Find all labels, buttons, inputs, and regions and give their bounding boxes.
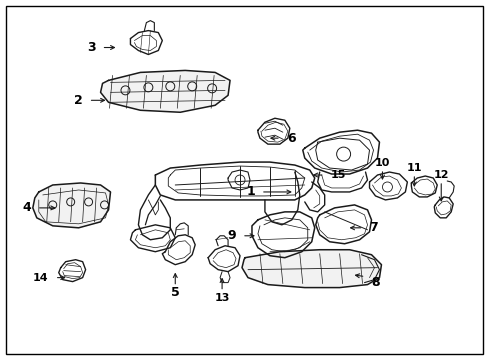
- Text: 7: 7: [369, 221, 378, 234]
- Polygon shape: [155, 162, 314, 200]
- Text: 13: 13: [214, 293, 229, 302]
- Polygon shape: [101, 71, 229, 112]
- Text: 9: 9: [227, 229, 236, 242]
- Polygon shape: [227, 170, 249, 190]
- Text: 5: 5: [170, 286, 179, 299]
- Text: 15: 15: [330, 170, 346, 180]
- Polygon shape: [302, 130, 379, 174]
- Text: 12: 12: [432, 170, 448, 180]
- Text: 14: 14: [33, 273, 49, 283]
- Polygon shape: [162, 235, 195, 265]
- Text: 8: 8: [371, 276, 379, 289]
- Polygon shape: [410, 176, 436, 197]
- Text: 4: 4: [22, 201, 31, 215]
- Polygon shape: [33, 183, 110, 228]
- Polygon shape: [315, 205, 371, 244]
- Polygon shape: [258, 118, 289, 144]
- Text: 1: 1: [245, 185, 254, 198]
- Text: 10: 10: [374, 158, 389, 168]
- Polygon shape: [130, 225, 175, 252]
- Polygon shape: [59, 260, 85, 282]
- Text: 3: 3: [87, 41, 95, 54]
- Polygon shape: [242, 250, 381, 288]
- Text: 2: 2: [74, 94, 82, 107]
- Polygon shape: [433, 197, 452, 218]
- Polygon shape: [369, 172, 407, 200]
- Text: 11: 11: [406, 163, 421, 173]
- Polygon shape: [208, 246, 240, 272]
- Polygon shape: [130, 31, 162, 54]
- Polygon shape: [251, 212, 314, 258]
- Text: 6: 6: [286, 132, 295, 145]
